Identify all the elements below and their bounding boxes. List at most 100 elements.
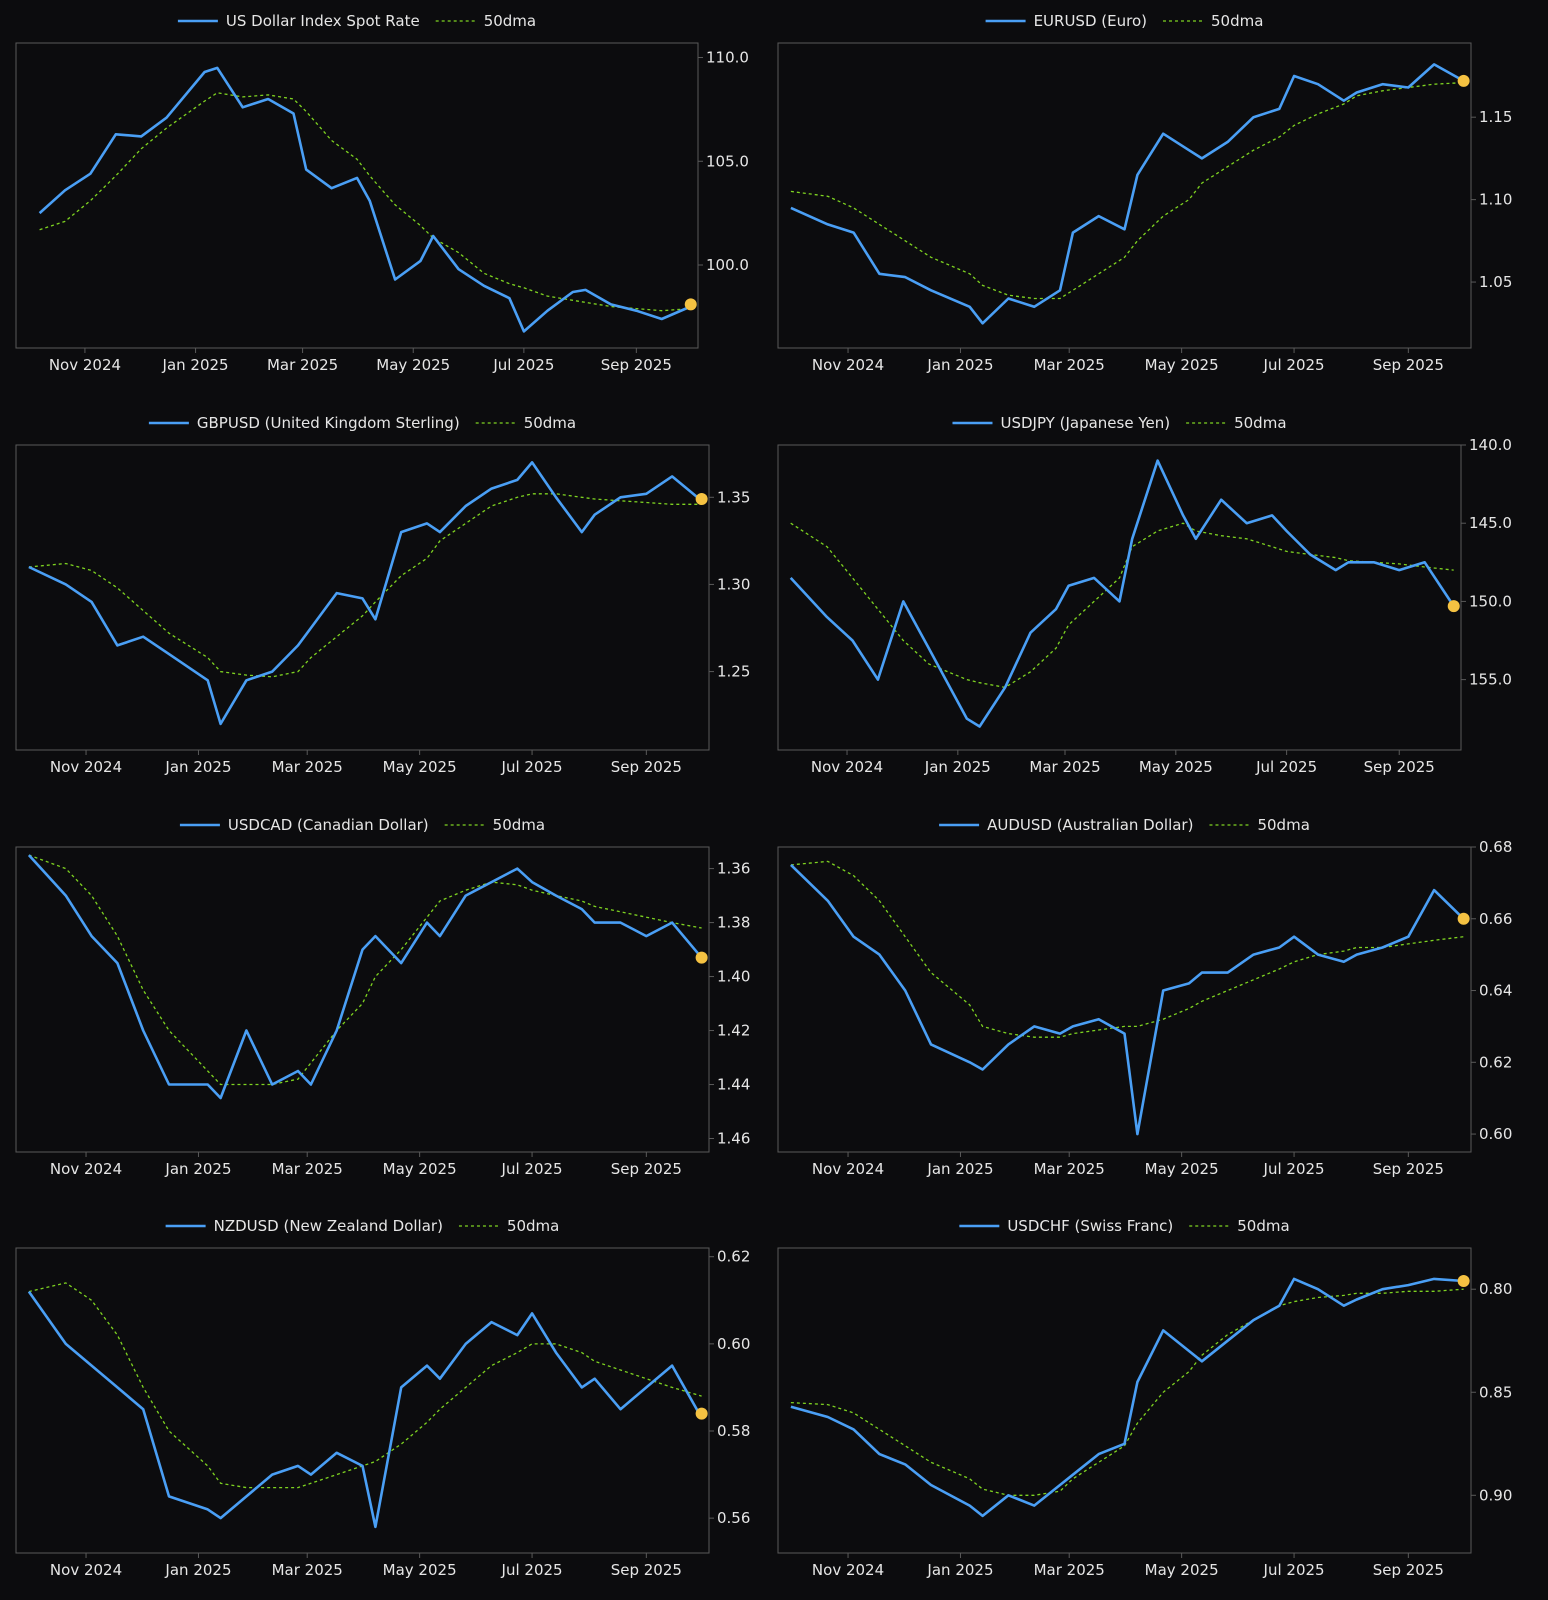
y-tick-label: 1.05 [1479,273,1512,291]
plot-frame [15,846,710,1153]
x-tick-label: Jul 2025 [1263,356,1325,374]
y-tick-label: 1.40 [717,968,750,986]
latest-value-marker [1447,600,1460,613]
y-tick-label: 1.36 [717,860,750,878]
y-tick-label: 110.0 [706,49,749,67]
chart-panel-7: 0.56 0.58 0.60 0.62 Nov 2024 Jan 2025 Mar 2025… [15,1217,750,1579]
chart-panel-5: 1.36 1.38 1.40 1.42 1.44 1.46 Nov 2024 Jan 2025… [15,816,750,1178]
y-tick-label: 1.46 [717,1130,750,1148]
ma-line [28,854,702,1086]
y-tick-label: 0.62 [1479,1053,1512,1071]
latest-value-marker [1457,74,1470,87]
x-tick-label: Nov 2024 [811,758,883,776]
y-tick-label: 0.66 [1479,910,1512,928]
x-tick-label: Jul 2025 [1263,1561,1325,1579]
y-tick-label: 1.44 [717,1076,750,1094]
x-tick-label: Mar 2025 [1029,758,1100,776]
price-line [789,863,1465,1136]
legend-ma-label: 50dma [1211,12,1263,30]
chart-panel-1: 100.0 105.0 110.0 Nov 2024 Jan 2025 Mar 2025 M… [15,12,749,374]
x-tick-label: Nov 2024 [50,1561,122,1579]
x-tick-label: Sep 2025 [611,1561,682,1579]
x-tick-label: Mar 2025 [272,1160,343,1178]
ma-line [28,493,702,678]
x-tick-label: Nov 2024 [50,1160,122,1178]
x-tick-label: Jul 2025 [492,356,554,374]
x-tick-label: Jan 2025 [926,1561,993,1579]
legend-ma-label: 50dma [507,1217,559,1235]
latest-value-marker [695,951,708,964]
y-tick-label: 0.64 [1479,982,1512,1000]
x-tick-label: Nov 2024 [812,1561,884,1579]
y-tick-label: 1.10 [1479,191,1512,209]
y-tick-label: 0.85 [1479,1383,1512,1401]
y-tick-label: 0.68 [1479,838,1512,856]
legend-ma-label: 50dma [1234,414,1286,432]
ma-line [790,1288,1464,1496]
x-tick-label: Jul 2025 [501,1160,563,1178]
x-tick-label: Sep 2025 [611,758,682,776]
y-tick-label: 155.0 [1469,671,1512,689]
legend-series-label: NZDUSD (New Zealand Dollar) [214,1217,443,1235]
y-tick-label: 0.58 [717,1422,750,1440]
latest-value-marker [1457,1274,1470,1287]
x-tick-label: May 2025 [1145,356,1219,374]
latest-value-marker [695,493,708,506]
x-tick-label: Jan 2025 [164,758,231,776]
price-line [27,854,703,1100]
x-tick-label: Jan 2025 [164,1561,231,1579]
y-tick-label: 150.0 [1469,592,1512,610]
legend: EURUSD (Euro) 50dma [985,12,1263,30]
y-tick-label: 0.80 [1479,1280,1512,1298]
y-tick-label: 0.62 [717,1248,750,1266]
x-tick-label: Jul 2025 [501,758,563,776]
x-tick-label: Jan 2025 [926,356,993,374]
x-tick-label: Sep 2025 [1373,356,1444,374]
x-tick-label: Sep 2025 [601,356,672,374]
x-tick-label: Mar 2025 [1034,356,1105,374]
chart-panel-4: 140.0 145.0 150.0 155.0 Nov 2024 Jan 2025 Mar … [777,414,1512,776]
x-tick-label: Jan 2025 [162,356,229,374]
x-tick-label: May 2025 [376,356,450,374]
legend-series-label: AUDUSD (Australian Dollar) [987,816,1193,834]
x-tick-label: Sep 2025 [1373,1561,1444,1579]
y-tick-label: 1.15 [1479,108,1512,126]
x-tick-label: Jul 2025 [1263,1160,1325,1178]
y-tick-label: 0.60 [717,1335,750,1353]
legend-series-label: GBPUSD (United Kingdom Sterling) [197,414,460,432]
latest-value-marker [695,1407,708,1420]
chart-panel-6: 0.60 0.62 0.64 0.66 0.68 Nov 2024 Jan 2025 Mar … [777,816,1512,1178]
price-line [27,1290,703,1529]
plot-frame [15,444,710,751]
x-tick-label: May 2025 [383,1160,457,1178]
x-tick-label: Jan 2025 [924,758,991,776]
legend-ma-label: 50dma [1237,1217,1289,1235]
x-tick-label: Sep 2025 [611,1160,682,1178]
ma-line [39,92,691,312]
x-tick-label: Mar 2025 [272,758,343,776]
plot-frame [15,1247,710,1554]
legend: GBPUSD (United Kingdom Sterling) 50dma [148,414,576,432]
chart-panel-8: 0.80 0.85 0.90 Nov 2024 Jan 2025 Mar 2025 May … [777,1217,1512,1579]
legend-ma-label: 50dma [493,816,545,834]
ma-line [790,522,1454,689]
chart-panel-2: 1.05 1.10 1.15 Nov 2024 Jan 2025 Mar 2025 May … [777,12,1512,374]
y-tick-label: 1.35 [717,488,750,506]
x-tick-label: Nov 2024 [812,1160,884,1178]
x-tick-label: Nov 2024 [49,356,121,374]
legend-ma-label: 50dma [524,414,576,432]
legend-ma-label: 50dma [484,12,536,30]
x-tick-label: Jul 2025 [501,1561,563,1579]
x-tick-label: May 2025 [1145,1160,1219,1178]
y-tick-label: 1.38 [717,914,750,932]
ma-line [28,1282,702,1489]
x-tick-label: May 2025 [1139,758,1213,776]
price-line [790,1277,1464,1518]
legend: NZDUSD (New Zealand Dollar) 50dma [165,1217,559,1235]
chart-panel-3: 1.25 1.30 1.35 Nov 2024 Jan 2025 Mar 2025 May … [15,414,750,776]
legend-series-label: USDCHF (Swiss Franc) [1007,1217,1173,1235]
y-tick-label: 100.0 [706,256,749,274]
price-line [38,66,692,333]
latest-value-marker [1457,912,1470,925]
